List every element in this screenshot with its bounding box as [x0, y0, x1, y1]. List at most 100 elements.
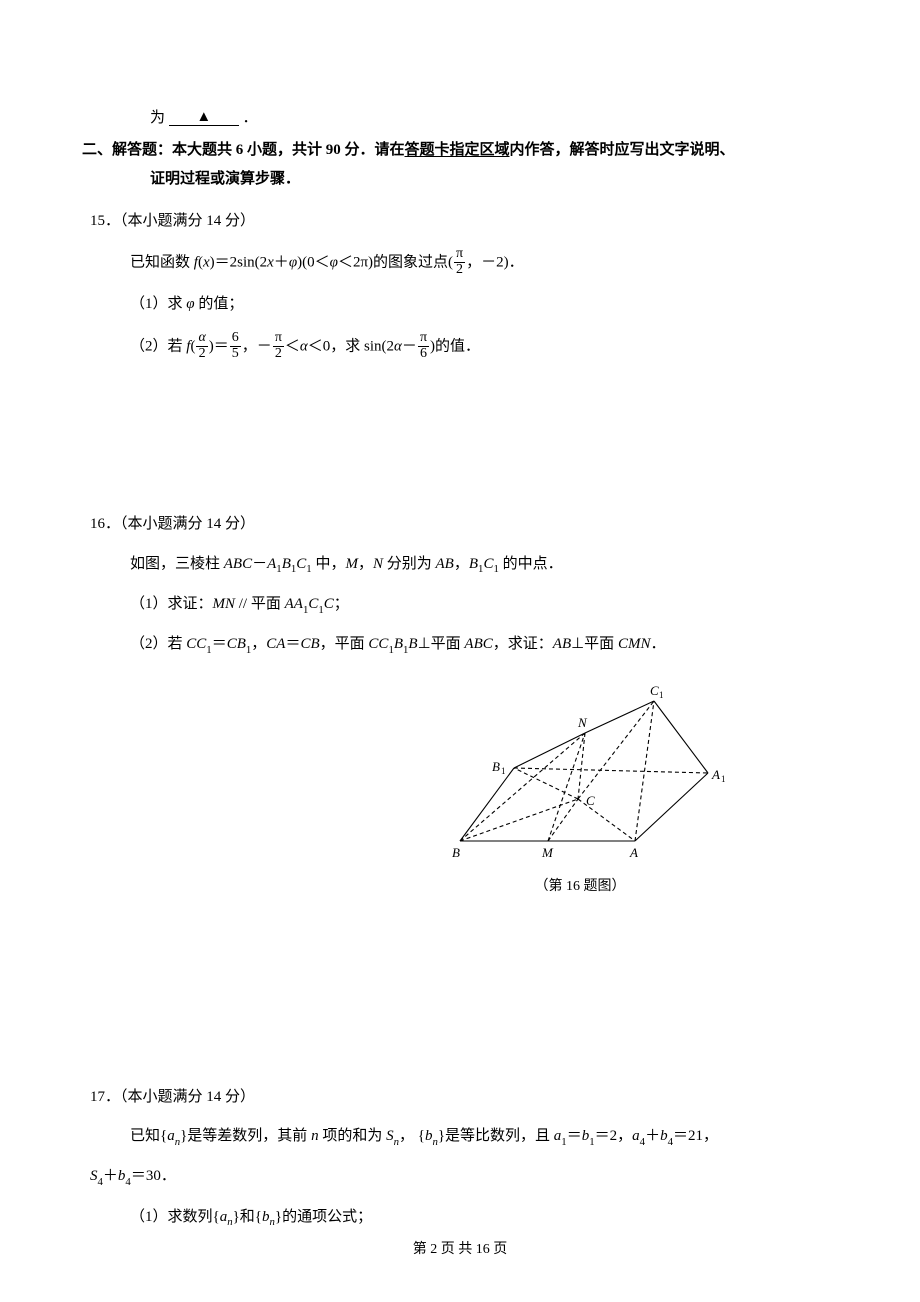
q17-plus: ＋: [645, 1128, 660, 1144]
q16-CA: CA: [266, 636, 285, 652]
q15-frac-a2: α2: [196, 331, 207, 361]
q17-bn2: b: [262, 1209, 270, 1225]
section-2-heading-line2: 证明过程或演算步骤．: [90, 167, 830, 193]
q17-eq4: ＝: [131, 1168, 146, 1184]
svg-text:1: 1: [721, 774, 726, 784]
blank-mark: ▲: [196, 109, 211, 125]
q17-n2: n: [311, 1128, 319, 1144]
pager-post: 页: [490, 1242, 508, 1257]
q16-ABC: ABC: [224, 556, 252, 572]
q16-eq1: ＝: [212, 636, 227, 652]
q17-30: 30: [146, 1168, 161, 1184]
q16-part2: （2）若 CC1＝CB1，CA＝CB，平面 CC1B1B⊥平面 ABC，求证：A…: [90, 632, 830, 658]
q15-lt-tail: ＜0，求 sin(2: [308, 339, 394, 355]
q16-mid2: 分别为: [383, 556, 436, 572]
q16-title: 16．（本小题满分 14 分）: [90, 512, 830, 538]
q16-CC1bs: 1: [388, 644, 393, 656]
svg-text:B: B: [492, 759, 500, 774]
q16-CB1s: 1: [246, 644, 251, 656]
svg-text:B: B: [452, 845, 460, 860]
q17-b1s: 1: [589, 1136, 594, 1148]
q16-diagram: BMACB1NC1A1: [430, 673, 730, 873]
q16-AA: AA: [285, 596, 303, 612]
svg-text:1: 1: [659, 690, 664, 700]
q17-plus2: ＋: [103, 1168, 118, 1184]
q15-stem: 已知函数 f(x)＝2sin(2x＋φ)(0＜φ＜2π)的图象过点(π2，－2)…: [90, 248, 830, 278]
question-16: 16．（本小题满分 14 分） 如图，三棱柱 ABC－A1B1C1 中，M，N …: [90, 512, 830, 898]
q17-21: 21: [688, 1128, 703, 1144]
q17-a1s: 1: [561, 1136, 566, 1148]
q16-p1-pre: （1）求证：: [130, 596, 213, 612]
q16-C1s: 1: [306, 563, 311, 575]
q15-eqmid: ＝2sin(2: [215, 255, 268, 271]
section-2-heading-underline: 答题卡指定区域: [405, 142, 510, 158]
q15-comma: ，－: [242, 339, 272, 355]
q16-pl1: ，平面: [320, 636, 369, 652]
q17-eq2: ＝: [595, 1128, 610, 1144]
q16-AB2: AB: [553, 636, 571, 652]
q16-A1s: 1: [276, 563, 281, 575]
q16-Bc: B: [408, 636, 417, 652]
q15-pt-suffix: ，－2)．: [466, 255, 524, 271]
q16-CB: CB: [300, 636, 319, 652]
fragment-prefix: 为: [150, 110, 165, 126]
q15-pi-num: π: [454, 247, 465, 262]
q15-p1-phi: φ: [186, 296, 194, 312]
fragment-line: 为 ▲ ．: [90, 106, 830, 132]
q16-mid1: 中，: [312, 556, 346, 572]
q16-AB: AB: [436, 556, 454, 572]
q16-B1: B: [282, 556, 291, 572]
q16-CC1: CC: [186, 636, 206, 652]
q15-p2-pre: （2）若: [130, 339, 186, 355]
q15-alpha3: α: [394, 339, 402, 355]
q15-lt: ＜: [285, 339, 300, 355]
section-2-heading: 二、解答题：本大题共 6 小题，共计 90 分．请在答题卡指定区域内作答，解答时…: [82, 138, 830, 164]
q15-frac-65: 65: [230, 331, 241, 361]
q17-b4s: 4: [668, 1136, 673, 1148]
q17-an: a: [167, 1128, 175, 1144]
q15-6: 6: [230, 331, 241, 346]
q17-dot: ．: [161, 1168, 176, 1184]
answer-blank: ▲: [169, 110, 239, 126]
q16-stem: 如图，三棱柱 ABC－A1B1C1 中，M，N 分别为 AB，B1C1 的中点．: [90, 552, 830, 578]
q16-C1bs: 1: [493, 563, 498, 575]
q15-5: 5: [230, 346, 241, 362]
q16-C1b: C: [483, 556, 493, 572]
svg-text:C: C: [586, 793, 595, 808]
q15-2-den: 2: [454, 262, 465, 278]
q16-CB1: CB: [227, 636, 246, 652]
q15-plus: ＋: [274, 255, 289, 271]
q17-an2s: n: [227, 1216, 232, 1228]
q16-AA1s: 1: [303, 604, 308, 616]
q15-title: 15．（本小题满分 14 分）: [90, 209, 830, 235]
q16-p2-tail: ，求证：: [493, 636, 553, 652]
q15-pi-num3: π: [418, 331, 429, 346]
svg-text:N: N: [577, 715, 588, 730]
pager-mid: 页 共: [437, 1242, 476, 1257]
q16-B1bs: 1: [478, 563, 483, 575]
q17-Sn: S: [386, 1128, 394, 1144]
section-2-heading-post: 内作答，解答时应写出文字说明、: [510, 142, 735, 158]
q16-C1cs: 1: [318, 604, 323, 616]
q17-b4: b: [660, 1128, 668, 1144]
q17-stem-line2: S4＋b4＝30．: [90, 1164, 830, 1190]
svg-text:A: A: [629, 845, 638, 860]
pager-total: 16: [476, 1242, 490, 1257]
q15-2-den3: 2: [273, 346, 284, 362]
q15-ro: )(0＜: [297, 255, 330, 271]
q15-stem-pre: 已知函数: [130, 255, 194, 271]
q15-part1: （1）求 φ 的值；: [90, 292, 830, 318]
q15-x2: x: [267, 255, 274, 271]
q16-par: // 平面: [235, 596, 285, 612]
q17-S4: S: [90, 1168, 98, 1184]
q16-dash: －: [252, 556, 267, 572]
q16-C1: C: [296, 556, 306, 572]
question-17: 17．（本小题满分 14 分） 已知{an}是等差数列，其前 n 项的和为 Sn…: [90, 1085, 830, 1232]
q15-f: f: [194, 255, 198, 271]
q16-eq2: ＝: [285, 636, 300, 652]
pager: 第 2 页 共 16 页: [0, 1238, 920, 1262]
q15-part2: （2）若 f(α2)＝65，－π2＜α＜0，求 sin(2α－π6)的值．: [90, 332, 830, 362]
q17-S4s: 4: [98, 1176, 103, 1188]
fragment-suffix: ．: [243, 110, 258, 126]
q17-se: }是等比数列，且: [438, 1128, 554, 1144]
